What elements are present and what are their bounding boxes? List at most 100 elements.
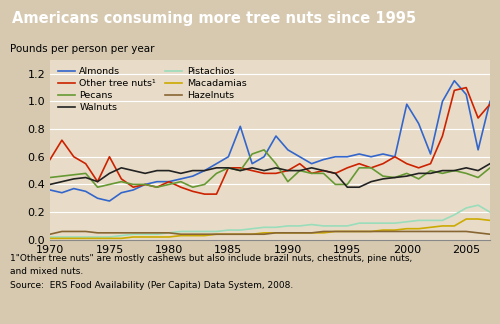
Pecans	[118, 180, 124, 184]
Almonds	[249, 162, 255, 166]
Macadamias	[238, 232, 244, 236]
Macadamias	[368, 229, 374, 233]
Hazelnuts	[94, 231, 100, 235]
Pistachios	[273, 226, 279, 229]
Walnuts	[320, 169, 326, 173]
Pistachios	[428, 218, 434, 222]
Other tree nuts¹	[261, 171, 267, 175]
Pecans	[380, 174, 386, 178]
Pecans	[452, 169, 458, 173]
Walnuts	[356, 185, 362, 189]
Almonds	[166, 180, 172, 184]
Hazelnuts	[273, 231, 279, 235]
Macadamias	[166, 235, 172, 239]
Other tree nuts¹	[82, 162, 88, 166]
Other tree nuts¹	[392, 155, 398, 159]
Almonds	[273, 134, 279, 138]
Macadamias	[332, 229, 338, 233]
Other tree nuts¹	[332, 171, 338, 175]
Walnuts	[285, 169, 291, 173]
Hazelnuts	[118, 231, 124, 235]
Almonds	[320, 157, 326, 161]
Other tree nuts¹	[166, 180, 172, 184]
Other tree nuts¹	[296, 162, 302, 166]
Pistachios	[238, 228, 244, 232]
Hazelnuts	[178, 232, 184, 236]
Almonds	[71, 187, 77, 191]
Pistachios	[404, 220, 410, 224]
Almonds	[487, 99, 493, 103]
Walnuts	[178, 171, 184, 175]
Other tree nuts¹	[475, 116, 481, 120]
Pecans	[82, 171, 88, 175]
Macadamias	[214, 232, 220, 236]
Pistachios	[416, 218, 422, 222]
Macadamias	[440, 224, 446, 228]
Walnuts	[82, 176, 88, 179]
Hazelnuts	[226, 232, 232, 236]
Hazelnuts	[332, 229, 338, 233]
Text: Source:  ERS Food Availability (Per Capita) Data System, 2008.: Source: ERS Food Availability (Per Capit…	[10, 281, 293, 290]
Hazelnuts	[154, 231, 160, 235]
Macadamias	[428, 226, 434, 229]
Hazelnuts	[487, 232, 493, 236]
Other tree nuts¹	[130, 185, 136, 189]
Other tree nuts¹	[344, 166, 350, 170]
Pecans	[463, 171, 469, 175]
Pecans	[475, 176, 481, 179]
Walnuts	[202, 169, 207, 173]
Other tree nuts¹	[463, 86, 469, 89]
Walnuts	[130, 169, 136, 173]
Hazelnuts	[71, 229, 77, 233]
Hazelnuts	[320, 229, 326, 233]
Pecans	[308, 171, 314, 175]
Macadamias	[118, 237, 124, 240]
Walnuts	[47, 182, 53, 186]
Macadamias	[71, 237, 77, 240]
Pecans	[226, 166, 232, 170]
Hazelnuts	[142, 231, 148, 235]
Walnuts	[142, 171, 148, 175]
Pistachios	[344, 224, 350, 228]
Hazelnuts	[475, 231, 481, 235]
Pistachios	[380, 221, 386, 225]
Almonds	[440, 99, 446, 103]
Other tree nuts¹	[106, 155, 112, 159]
Hazelnuts	[296, 231, 302, 235]
Other tree nuts¹	[226, 166, 232, 170]
Line: Hazelnuts: Hazelnuts	[50, 231, 490, 234]
Walnuts	[475, 169, 481, 173]
Line: Almonds: Almonds	[50, 81, 490, 201]
Almonds	[296, 155, 302, 159]
Hazelnuts	[463, 229, 469, 233]
Walnuts	[71, 177, 77, 181]
Line: Pistachios: Pistachios	[50, 205, 490, 237]
Pistachios	[154, 232, 160, 236]
Pistachios	[71, 235, 77, 239]
Other tree nuts¹	[59, 138, 65, 142]
Other tree nuts¹	[47, 157, 53, 161]
Hazelnuts	[202, 232, 207, 236]
Other tree nuts¹	[285, 169, 291, 173]
Other tree nuts¹	[308, 171, 314, 175]
Walnuts	[332, 171, 338, 175]
Pistachios	[320, 224, 326, 228]
Hazelnuts	[238, 232, 244, 236]
Walnuts	[487, 162, 493, 166]
Almonds	[202, 169, 207, 173]
Almonds	[452, 79, 458, 83]
Line: Macadamias: Macadamias	[50, 219, 490, 238]
Macadamias	[202, 234, 207, 237]
Pistachios	[392, 221, 398, 225]
Pecans	[356, 166, 362, 170]
Pecans	[202, 182, 207, 186]
Pecans	[130, 182, 136, 186]
Almonds	[285, 148, 291, 152]
Walnuts	[380, 177, 386, 181]
Pistachios	[249, 227, 255, 231]
Almonds	[475, 148, 481, 152]
Macadamias	[47, 237, 53, 240]
Macadamias	[59, 237, 65, 240]
Walnuts	[59, 180, 65, 184]
Hazelnuts	[47, 232, 53, 236]
